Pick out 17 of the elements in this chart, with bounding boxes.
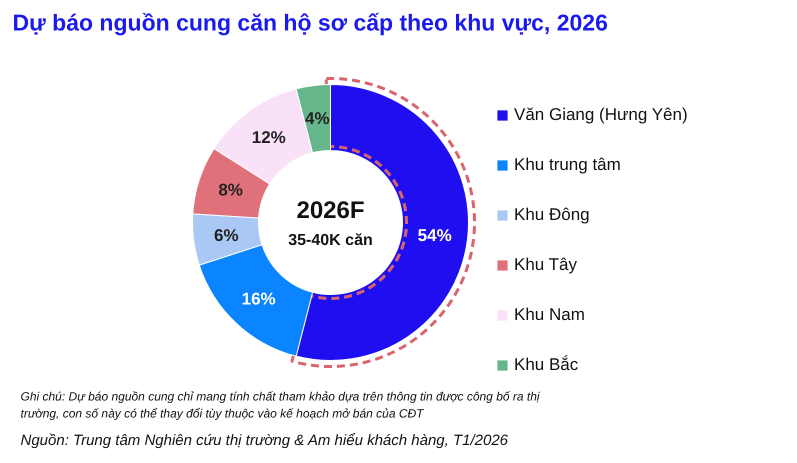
- data-label: 6%: [214, 226, 239, 246]
- data-label: 12%: [252, 128, 286, 148]
- legend-label: Khu Bắc: [514, 355, 578, 375]
- chart-title: Dự báo nguồn cung căn hộ sơ cấp theo khu vực, 2026: [12, 10, 608, 36]
- legend-label: Khu Nam: [514, 305, 585, 325]
- data-label: 8%: [218, 180, 243, 200]
- text: Nguồn: Trung tâm Nghiên cứu thị trường & Am hiểu khách hàng, T1/2026: [20, 432, 509, 449]
- text: 35-40K căn: [288, 232, 373, 249]
- legend-label: Văn Giang (Hưng Yên): [514, 105, 688, 125]
- legend-label: Khu Tây: [514, 255, 578, 275]
- data-label: 54%: [418, 226, 452, 246]
- data-label: 4%: [305, 108, 330, 128]
- text: Ghi chú: Dự báo nguồn cung chỉ mang tính chất tham khảo dựa trên thông tin được công bố ra thị trường, con số này có thể thay đổi tùy thuộc vào kế hoạch mở bán của CĐT: [20, 390, 540, 420]
- legend-label: Khu Đông: [514, 205, 590, 225]
- legend-label: Khu trung tâm: [514, 155, 621, 175]
- data-label: 16%: [242, 290, 276, 309]
- text: 2026F: [296, 197, 365, 224]
